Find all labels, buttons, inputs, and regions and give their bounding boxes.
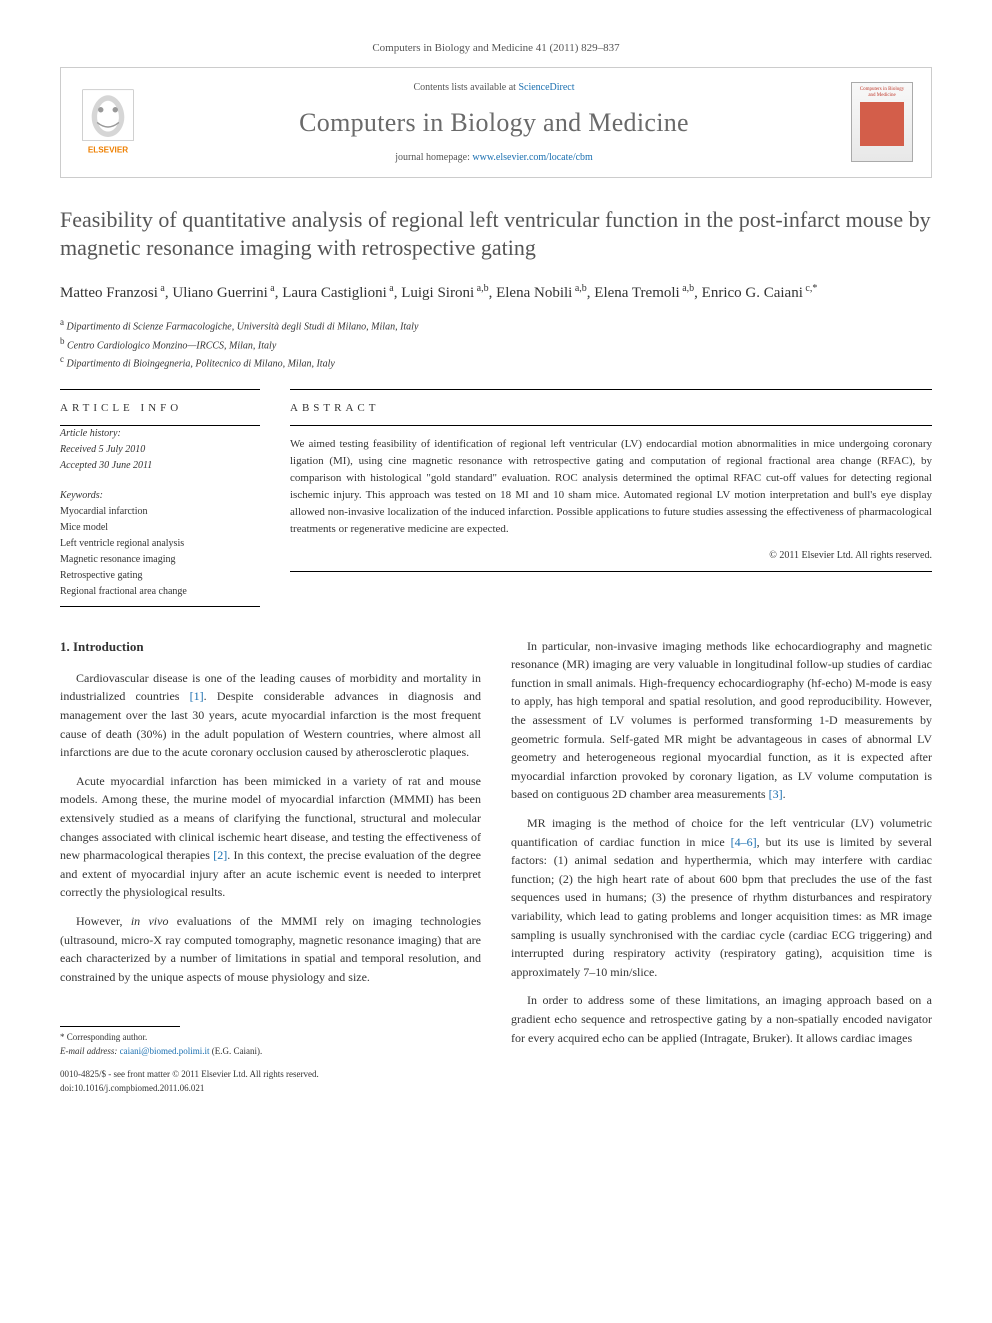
body-paragraph: Cardiovascular disease is one of the lea… [60,669,481,762]
cover-title: Computers in Biology and Medicine [856,87,908,98]
info-rule-top [60,389,260,390]
contents-prefix: Contents lists available at [413,82,518,93]
keywords-block: Keywords: Myocardial infarctionMice mode… [60,488,260,600]
footnote-rule [60,1026,180,1027]
body-paragraph: However, in vivo evaluations of the MMMI… [60,912,481,986]
body-paragraph: In particular, non-invasive imaging meth… [511,637,932,804]
affiliation-line: c Dipartimento di Bioingegneria, Politec… [60,353,932,371]
citation-link[interactable]: [4–6] [731,835,757,849]
abstract-heading: ABSTRACT [290,400,932,417]
cover-image-placeholder [860,102,904,146]
elsevier-label: ELSEVIER [88,145,128,154]
accepted-date: Accepted 30 June 2011 [60,458,260,474]
email-link[interactable]: caiani@biomed.polimi.it [120,1046,210,1056]
footnote-block: * Corresponding author. E-mail address: … [60,1026,481,1058]
left-column: 1. Introduction Cardiovascular disease i… [60,637,481,1097]
header-center: Contents lists available at ScienceDirec… [155,80,833,165]
article-info-column: ARTICLE INFO Article history: Received 5… [60,389,260,607]
keyword-item: Left ventricle regional analysis [60,536,260,552]
front-matter-line: 0010-4825/$ - see front matter © 2011 El… [60,1068,481,1082]
abstract-rule-bottom [290,571,932,572]
homepage-link[interactable]: www.elsevier.com/locate/cbm [472,152,592,163]
body-paragraph: In order to address some of these limita… [511,991,932,1047]
keyword-item: Myocardial infarction [60,504,260,520]
homepage-prefix: journal homepage: [395,152,472,163]
citation-link[interactable]: [3] [769,787,783,801]
journal-header-box: ELSEVIER Contents lists available at Sci… [60,67,932,178]
article-title: Feasibility of quantitative analysis of … [60,206,932,263]
affiliation-line: b Centro Cardiologico Monzino—IRCCS, Mil… [60,335,932,353]
citation-link[interactable]: [1] [190,689,204,703]
right-paragraphs: In particular, non-invasive imaging meth… [511,637,932,1047]
email-line: E-mail address: caiani@biomed.polimi.it … [60,1045,481,1059]
right-column: In particular, non-invasive imaging meth… [511,637,932,1097]
email-label: E-mail address: [60,1046,117,1056]
abstract-rule-top [290,389,932,390]
info-rule-bottom [60,606,260,607]
keywords-list: Myocardial infarctionMice modelLeft vent… [60,504,260,600]
keyword-item: Retrospective gating [60,568,260,584]
received-date: Received 5 July 2010 [60,442,260,458]
corresponding-author-label: * Corresponding author. [60,1031,481,1045]
authors-line: Matteo Franzosi a, Uliano Guerrini a, La… [60,281,932,305]
section-title: Introduction [73,639,144,654]
doi-line: doi:10.1016/j.compbiomed.2011.06.021 [60,1082,481,1096]
article-info-heading: ARTICLE INFO [60,400,260,417]
keyword-item: Magnetic resonance imaging [60,552,260,568]
keyword-item: Mice model [60,520,260,536]
journal-reference: Computers in Biology and Medicine 41 (20… [60,40,932,57]
section-number: 1. [60,639,70,654]
section-heading: 1. Introduction [60,637,481,657]
keywords-label: Keywords: [60,488,260,504]
keyword-item: Regional fractional area change [60,584,260,600]
homepage-line: journal homepage: www.elsevier.com/locat… [155,150,833,165]
doi-block: 0010-4825/$ - see front matter © 2011 El… [60,1068,481,1096]
affiliations-block: a Dipartimento di Scienze Farmacologiche… [60,316,932,371]
body-columns: 1. Introduction Cardiovascular disease i… [60,637,932,1097]
article-history: Article history: Received 5 July 2010 Ac… [60,426,260,474]
citation-link[interactable]: [2] [213,848,227,862]
abstract-text: We aimed testing feasibility of identifi… [290,436,932,538]
elsevier-logo: ELSEVIER [79,88,137,156]
abstract-column: ABSTRACT We aimed testing feasibility of… [290,389,932,607]
left-paragraphs: Cardiovascular disease is one of the lea… [60,669,481,987]
body-paragraph: Acute myocardial infarction has been mim… [60,772,481,902]
info-abstract-row: ARTICLE INFO Article history: Received 5… [60,389,932,607]
abstract-rule-mid [290,425,932,426]
affiliation-line: a Dipartimento di Scienze Farmacologiche… [60,316,932,334]
contents-available-line: Contents lists available at ScienceDirec… [155,80,833,95]
email-name: (E.G. Caiani). [212,1046,262,1056]
journal-cover-thumbnail: Computers in Biology and Medicine [851,82,913,162]
history-label: Article history: [60,426,260,442]
body-paragraph: MR imaging is the method of choice for t… [511,814,932,981]
journal-name: Computers in Biology and Medicine [155,103,833,142]
abstract-copyright: © 2011 Elsevier Ltd. All rights reserved… [290,548,932,563]
sciencedirect-link[interactable]: ScienceDirect [518,82,574,93]
